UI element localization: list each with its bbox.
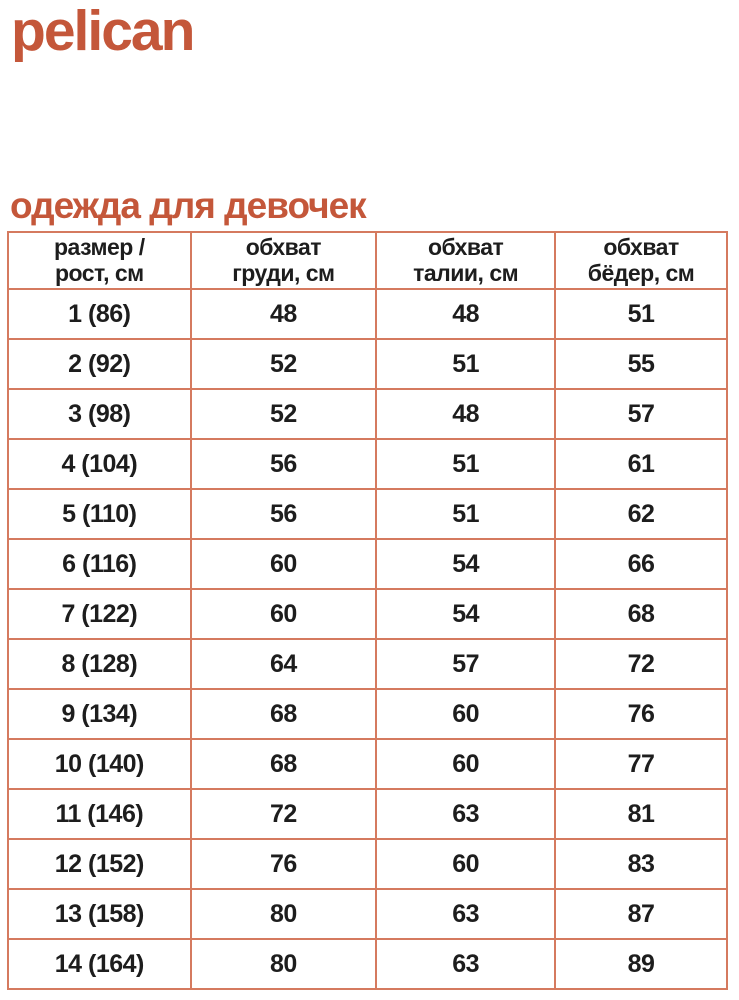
measurement-cell: 89 (554, 938, 728, 990)
measurement-cell: 51 (554, 288, 728, 340)
measurement-cell: 60 (189, 538, 378, 590)
size-height-cell: 12 (152) (7, 838, 192, 890)
measurement-cell: 72 (189, 788, 378, 840)
measurement-cell: 57 (375, 638, 557, 690)
measurement-cell: 51 (375, 488, 557, 540)
size-height-cell: 9 (134) (7, 688, 192, 740)
table-row: 11 (146) 72 63 81 (7, 788, 728, 840)
size-chart-table: размер / рост, см обхват груди, см обхва… (7, 231, 728, 990)
measurement-cell: 56 (189, 438, 378, 490)
table-row: 6 (116) 60 54 66 (7, 538, 728, 590)
table-row: 9 (134) 68 60 76 (7, 688, 728, 740)
page-title: одежда для девочек (10, 184, 367, 226)
measurement-cell: 72 (554, 638, 728, 690)
size-height-cell: 1 (86) (7, 288, 192, 340)
size-height-cell: 14 (164) (7, 938, 192, 990)
measurement-cell: 60 (375, 738, 557, 790)
table-row: 3 (98) 52 48 57 (7, 388, 728, 440)
measurement-cell: 62 (554, 488, 728, 540)
measurement-cell: 87 (554, 888, 728, 940)
measurement-cell: 56 (189, 488, 378, 540)
size-height-cell: 13 (158) (7, 888, 192, 940)
measurement-cell: 55 (554, 338, 728, 390)
size-height-cell: 8 (128) (7, 638, 192, 690)
table-row: 1 (86) 48 48 51 (7, 288, 728, 340)
pelican-logo: pelican (11, 0, 195, 63)
measurement-cell: 68 (554, 588, 728, 640)
measurement-cell: 51 (375, 338, 557, 390)
size-height-cell: 7 (122) (7, 588, 192, 640)
measurement-cell: 63 (375, 888, 557, 940)
measurement-cell: 64 (189, 638, 378, 690)
column-header-chest: обхват груди, см (189, 231, 378, 290)
size-height-cell: 5 (110) (7, 488, 192, 540)
table-row: 14 (164) 80 63 89 (7, 938, 728, 990)
measurement-cell: 60 (375, 688, 557, 740)
measurement-cell: 52 (189, 338, 378, 390)
measurement-cell: 81 (554, 788, 728, 840)
measurement-cell: 60 (375, 838, 557, 890)
size-height-cell: 4 (104) (7, 438, 192, 490)
size-height-cell: 6 (116) (7, 538, 192, 590)
measurement-cell: 52 (189, 388, 378, 440)
size-height-cell: 10 (140) (7, 738, 192, 790)
measurement-cell: 60 (189, 588, 378, 640)
measurement-cell: 76 (554, 688, 728, 740)
measurement-cell: 57 (554, 388, 728, 440)
table-row: 12 (152) 76 60 83 (7, 838, 728, 890)
size-height-cell: 11 (146) (7, 788, 192, 840)
measurement-cell: 76 (189, 838, 378, 890)
measurement-cell: 83 (554, 838, 728, 890)
measurement-cell: 54 (375, 538, 557, 590)
table-row: 5 (110) 56 51 62 (7, 488, 728, 540)
measurement-cell: 66 (554, 538, 728, 590)
measurement-cell: 48 (189, 288, 378, 340)
table-row: 2 (92) 52 51 55 (7, 338, 728, 390)
table-row: 10 (140) 68 60 77 (7, 738, 728, 790)
size-height-cell: 3 (98) (7, 388, 192, 440)
measurement-cell: 68 (189, 738, 378, 790)
table-row: 8 (128) 64 57 72 (7, 638, 728, 690)
measurement-cell: 54 (375, 588, 557, 640)
measurement-cell: 61 (554, 438, 728, 490)
table-body: 1 (86) 48 48 51 2 (92) 52 51 55 3 (98) 52 48 57 4 (1… (7, 288, 728, 990)
measurement-cell: 48 (375, 288, 557, 340)
measurement-cell: 63 (375, 788, 557, 840)
measurement-cell: 51 (375, 438, 557, 490)
table-row: 4 (104) 56 51 61 (7, 438, 728, 490)
column-header-waist: обхват талии, см (375, 231, 557, 290)
measurement-cell: 80 (189, 888, 378, 940)
column-header-hips: обхват бёдер, см (554, 231, 728, 290)
table-header-row: размер / рост, см обхват груди, см обхва… (7, 231, 728, 290)
measurement-cell: 68 (189, 688, 378, 740)
table-row: 13 (158) 80 63 87 (7, 888, 728, 940)
measurement-cell: 80 (189, 938, 378, 990)
size-height-cell: 2 (92) (7, 338, 192, 390)
measurement-cell: 48 (375, 388, 557, 440)
measurement-cell: 63 (375, 938, 557, 990)
measurement-cell: 77 (554, 738, 728, 790)
column-header-size-height: размер / рост, см (7, 231, 192, 290)
table-row: 7 (122) 60 54 68 (7, 588, 728, 640)
